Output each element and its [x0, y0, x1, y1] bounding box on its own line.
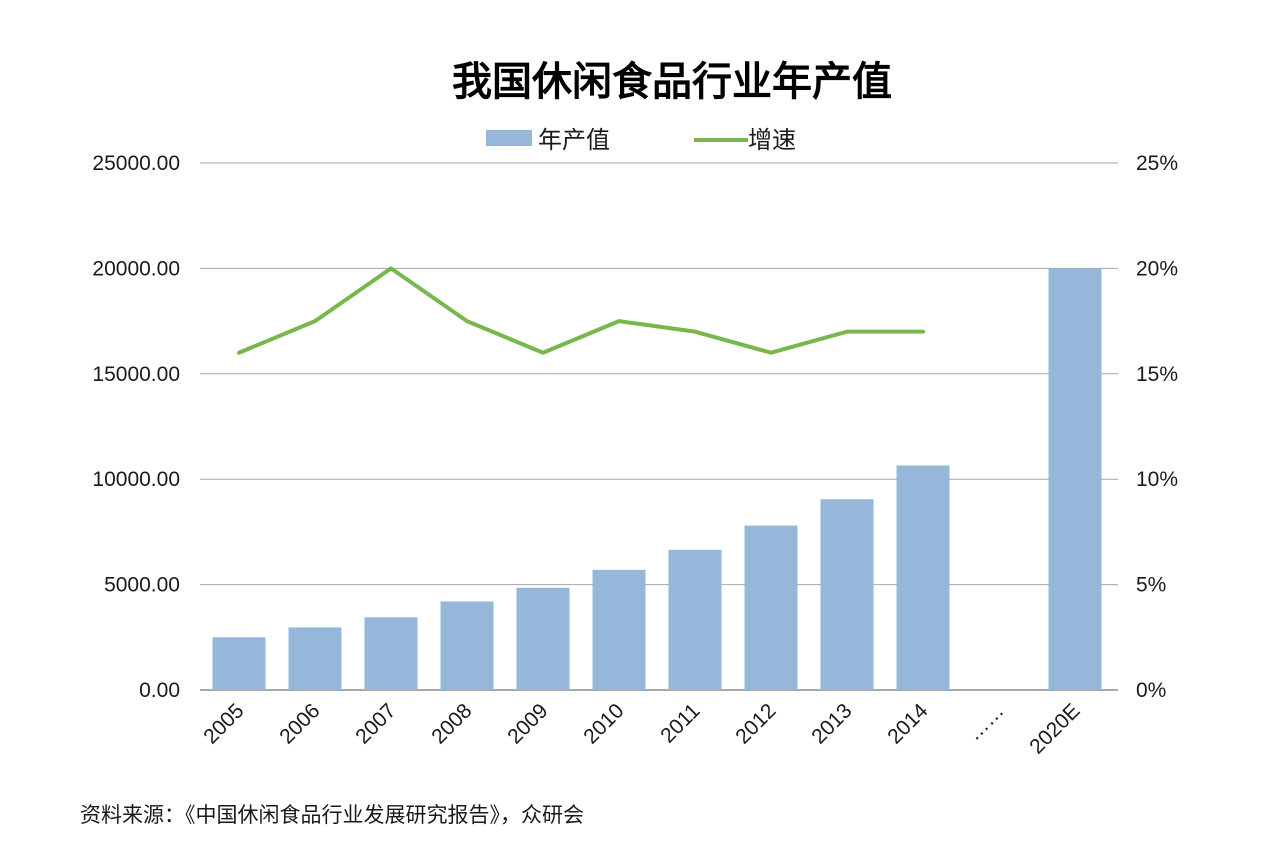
growth-line — [237, 266, 925, 355]
chart-title: 我国休闲食品行业年产值 — [452, 59, 892, 105]
legend: 年产值 增速 — [486, 126, 796, 154]
x-tick-label: 2008 — [427, 699, 476, 748]
bar — [212, 637, 266, 690]
y-left-tick-label: 15000.00 — [92, 363, 180, 386]
x-tick-label: 2013 — [807, 699, 856, 748]
bar — [592, 569, 646, 690]
legend-label-bar: 年产值 — [538, 126, 610, 154]
x-tick-label: 2005 — [199, 699, 248, 748]
x-tick-label: …… — [963, 699, 1009, 745]
bar — [440, 601, 494, 690]
x-tick-label: 2009 — [503, 699, 552, 748]
y-left-tick-label: 20000.00 — [92, 257, 180, 280]
bar — [820, 499, 874, 690]
legend-label-line: 增速 — [748, 126, 796, 154]
bar-series — [212, 268, 1102, 690]
y-right-tick-label: 20% — [1136, 257, 1178, 280]
x-tick-label: 2006 — [275, 699, 324, 748]
y-right-tick-label: 0% — [1136, 679, 1166, 702]
x-tick-label: 2014 — [883, 699, 933, 749]
bar — [1048, 268, 1102, 690]
x-tick-label: 2007 — [351, 699, 400, 748]
bar — [896, 465, 950, 690]
bar — [364, 617, 418, 690]
y-axis-right: 0% 5% 10% 15% 20% 25% — [1136, 152, 1178, 702]
bar — [516, 587, 570, 690]
y-right-tick-label: 15% — [1136, 363, 1178, 386]
y-left-tick-label: 10000.00 — [92, 468, 180, 491]
bar — [288, 627, 342, 690]
x-tick-label: 2020E — [1025, 699, 1084, 758]
y-left-tick-label: 0.00 — [139, 679, 180, 702]
y-right-tick-label: 5% — [1136, 574, 1166, 597]
y-axis-left: 0.00 5000.00 10000.00 15000.00 20000.00 25000… — [92, 152, 180, 702]
y-right-tick-label: 10% — [1136, 468, 1178, 491]
gridlines — [200, 162, 1118, 691]
source-note: 资料来源：《中国休闲食品行业发展研究报告》，众研会 — [80, 803, 584, 827]
x-tick-label: 2012 — [731, 699, 780, 748]
bar — [668, 549, 722, 690]
legend-swatch-bar — [486, 130, 532, 146]
y-left-tick-label: 5000.00 — [104, 574, 180, 597]
line-series — [237, 266, 925, 355]
x-tick-label: 2011 — [656, 699, 704, 747]
y-right-tick-label: 25% — [1136, 152, 1178, 175]
bar — [744, 525, 798, 690]
y-left-tick-label: 25000.00 — [92, 152, 180, 175]
x-tick-label: 2010 — [579, 699, 628, 748]
x-axis: 2005 2006 2007 2008 2009 2010 2011 2012 2013 2014… — [199, 699, 1084, 758]
